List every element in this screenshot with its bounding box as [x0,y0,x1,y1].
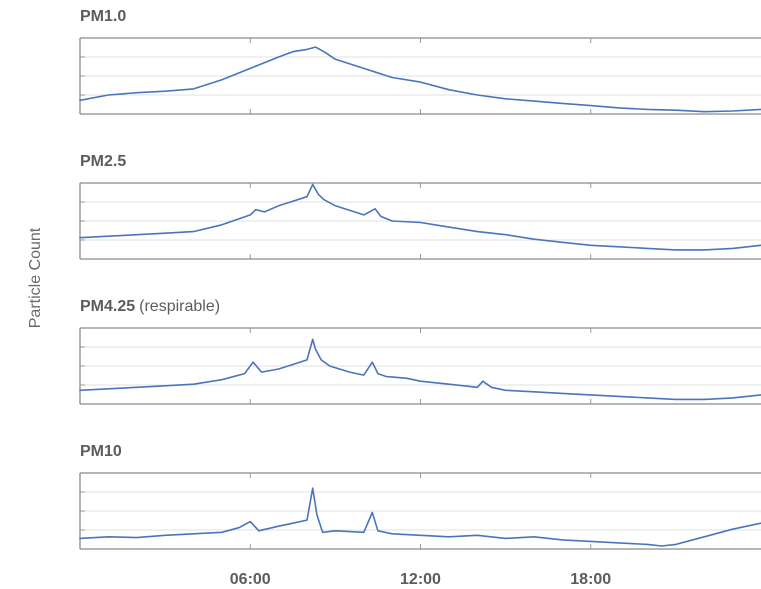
panel-title: PM2.5 [80,153,126,170]
panel-title: PM4.25 (respirable) [80,298,220,315]
series-line-PM2.5 [79,183,761,251]
panel-title-main: PM4.25 [80,298,135,315]
panel-1: PM2.5 [79,153,761,260]
x-axis-tick-labels: 06:00 12:00 18:00 [230,571,612,588]
panel-title-main: PM10 [80,443,122,460]
series-line-PM10 [79,487,761,547]
series-line-PM1.0 [79,46,761,113]
y-axis-label: Particle Count [27,227,44,328]
panel-title-suffix: (respirable) [139,298,220,315]
panel-2: PM4.25 (respirable) [79,298,761,405]
x-tick-label: 12:00 [400,571,441,588]
panel-title: PM1.0 [80,8,126,25]
panel-title-main: PM2.5 [80,153,126,170]
panel-0: PM1.0 [79,8,761,115]
x-tick-label: 06:00 [230,571,271,588]
series-line-PM4.25 [79,338,761,401]
panel-title-main: PM1.0 [80,8,126,25]
panels: PM1.0 PM2.5 PM4.25 (respirable) PM10 [79,8,761,550]
panel-3: PM10 [79,443,761,550]
x-tick-label: 18:00 [570,571,611,588]
panel-title: PM10 [80,443,122,460]
